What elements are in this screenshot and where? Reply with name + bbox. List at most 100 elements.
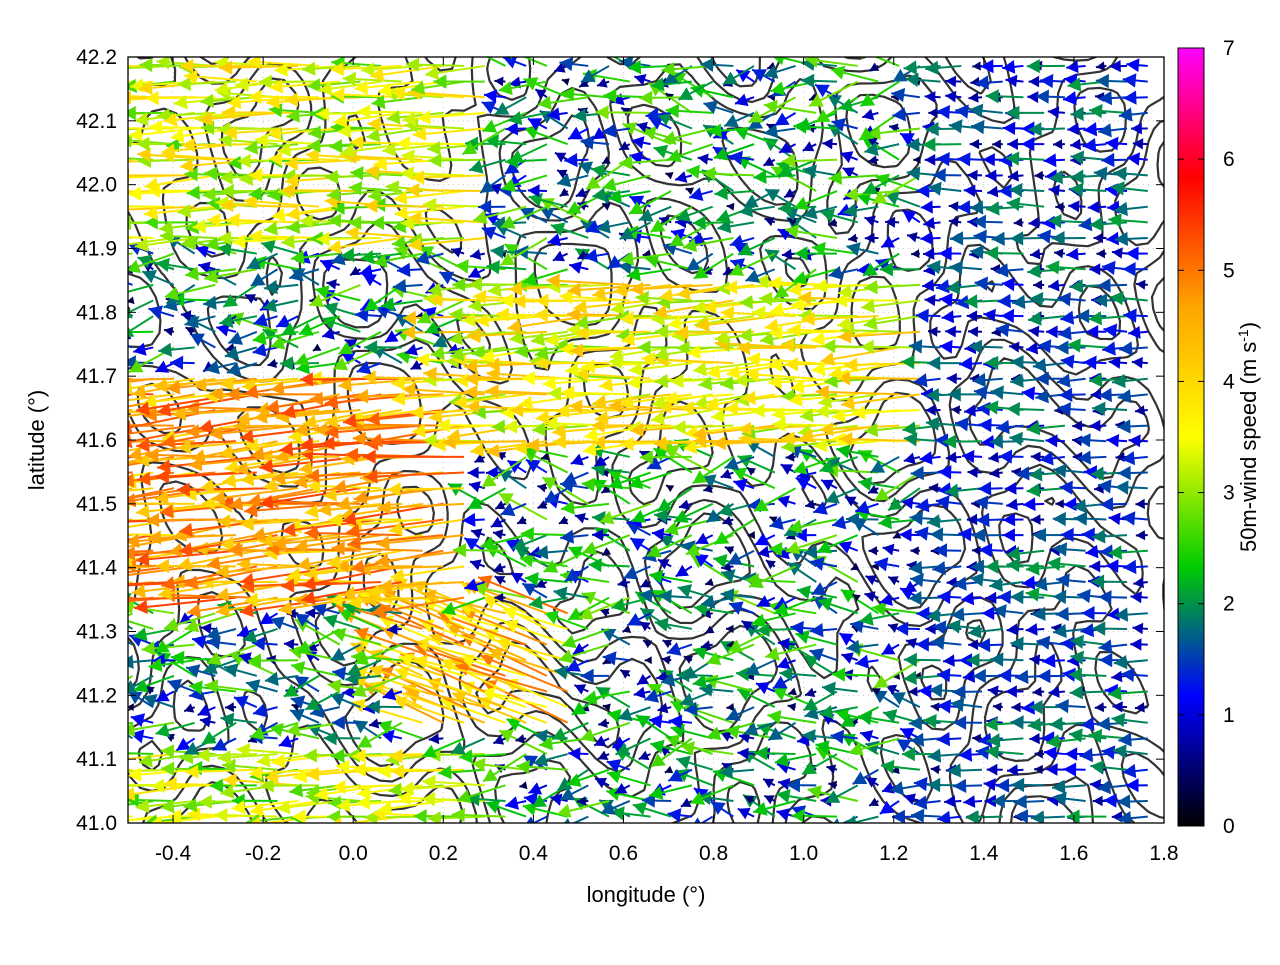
wind-arrow	[869, 798, 879, 807]
wind-arrow-head	[1118, 466, 1131, 480]
wind-arrow	[705, 578, 714, 586]
wind-arrow	[988, 452, 1002, 463]
wind-arrow-head	[826, 765, 836, 774]
wind-arrow-shaft	[70, 801, 133, 806]
wind-arrow	[1133, 577, 1147, 588]
wind-arrow	[882, 643, 899, 655]
wind-arrow-head	[938, 699, 952, 713]
wind-arrow-head	[915, 527, 929, 541]
wind-arrow	[1065, 747, 1086, 761]
wind-arrow-head	[1035, 749, 1044, 758]
wind-arrow	[561, 386, 630, 400]
wind-arrow	[1123, 764, 1148, 778]
wind-arrow-head	[192, 635, 206, 649]
wind-arrow	[961, 592, 982, 606]
wind-arrow	[742, 391, 816, 405]
wind-arrow-head	[505, 796, 519, 809]
wind-arrow-head	[1115, 480, 1128, 494]
wind-arrow-head	[1031, 514, 1041, 525]
wind-arrow-head	[976, 745, 990, 759]
wind-arrow	[910, 546, 919, 555]
wind-arrow	[931, 765, 941, 774]
wind-arrow-shaft	[35, 394, 132, 412]
wind-arrow	[602, 547, 611, 555]
wind-arrow-head	[916, 309, 929, 323]
wind-arrow	[968, 467, 983, 478]
wind-arrow	[964, 404, 982, 416]
wind-arrow-head	[78, 515, 91, 529]
wind-arrow-head	[998, 668, 1011, 682]
wind-arrow	[643, 640, 652, 648]
wind-arrow	[745, 660, 775, 675]
wind-arrow	[471, 529, 485, 540]
wind-arrow	[1092, 402, 1127, 416]
wind-arrow	[665, 766, 673, 773]
wind-arrow-head	[1026, 623, 1038, 636]
wind-arrow-head	[323, 614, 338, 628]
wind-arrow-head	[120, 600, 134, 614]
wind-arrow-head	[1067, 809, 1080, 823]
wind-arrow	[931, 702, 941, 711]
wind-arrow	[1067, 809, 1107, 823]
wind-arrow-head	[713, 436, 726, 450]
wind-arrow-head	[947, 577, 958, 588]
wind-arrow-head	[95, 396, 109, 410]
wind-arrow	[787, 563, 816, 583]
wind-arrow	[696, 533, 713, 544]
wind-arrow	[888, 576, 899, 585]
wind-arrow-head	[1070, 685, 1083, 699]
wind-arrow	[517, 516, 527, 525]
wind-arrow-head	[673, 420, 686, 434]
wind-arrow	[164, 327, 174, 336]
wind-arrow-head	[790, 621, 804, 635]
wind-arrow	[640, 622, 651, 632]
wind-arrow-head	[645, 656, 652, 664]
wind-arrow-head	[187, 604, 201, 618]
wind-arrow-head	[537, 483, 546, 492]
wind-arrow-head	[41, 565, 55, 579]
wind-arrow	[1045, 434, 1064, 447]
wind-arrow-head	[940, 340, 953, 354]
wind-arrow	[151, 779, 215, 793]
wind-arrow	[987, 733, 1024, 747]
wind-arrow	[754, 746, 795, 760]
wind-arrow	[190, 334, 215, 348]
wind-arrow	[1111, 713, 1147, 727]
wind-arrow	[860, 612, 900, 626]
wind-arrow-head	[106, 799, 120, 813]
wind-arrow-head	[1074, 512, 1087, 526]
wind-arrow	[1128, 326, 1148, 339]
wind-arrow-head	[860, 730, 873, 742]
wind-arrow-head	[50, 494, 64, 508]
wind-arrow	[832, 667, 878, 681]
wind-arrow-shaft	[120, 316, 154, 337]
wind-arrow-shaft	[351, 424, 443, 425]
wind-arrow	[763, 779, 775, 788]
wind-arrow	[1007, 623, 1024, 635]
wind-arrow-head	[94, 779, 107, 793]
wind-arrow	[598, 751, 609, 760]
wind-arrow	[464, 538, 484, 551]
wind-arrow	[963, 795, 982, 808]
wind-arrow-head	[369, 718, 379, 728]
wind-arrow	[978, 418, 1002, 432]
wind-arrow-head	[1010, 590, 1023, 604]
wind-arrow	[575, 513, 589, 524]
wind-arrow-head	[56, 585, 70, 599]
wind-arrow-head	[106, 401, 120, 415]
wind-arrow	[1136, 530, 1148, 540]
wind-arrow	[1132, 357, 1148, 369]
wind-arrow	[788, 703, 797, 711]
wind-arrow	[972, 546, 982, 555]
wind-arrow-head	[583, 442, 597, 456]
wind-arrow-head	[1056, 341, 1069, 355]
wind-arrow	[1081, 606, 1106, 620]
wind-arrow-head	[1104, 794, 1117, 808]
wind-arrow	[41, 530, 132, 544]
wind-arrow	[645, 656, 652, 664]
wind-arrow-head	[968, 326, 978, 337]
wind-arrow-head	[978, 481, 991, 495]
wind-arrow-head	[1078, 451, 1091, 465]
wind-arrow	[120, 316, 154, 337]
